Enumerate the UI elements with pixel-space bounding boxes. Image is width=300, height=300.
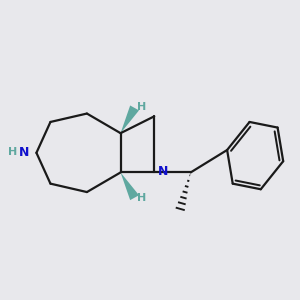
Polygon shape — [121, 106, 139, 133]
Text: H: H — [137, 193, 147, 203]
Polygon shape — [121, 172, 139, 200]
Text: H: H — [8, 147, 17, 157]
Text: H: H — [137, 102, 147, 112]
Text: N: N — [19, 146, 29, 159]
Text: N: N — [158, 165, 168, 178]
